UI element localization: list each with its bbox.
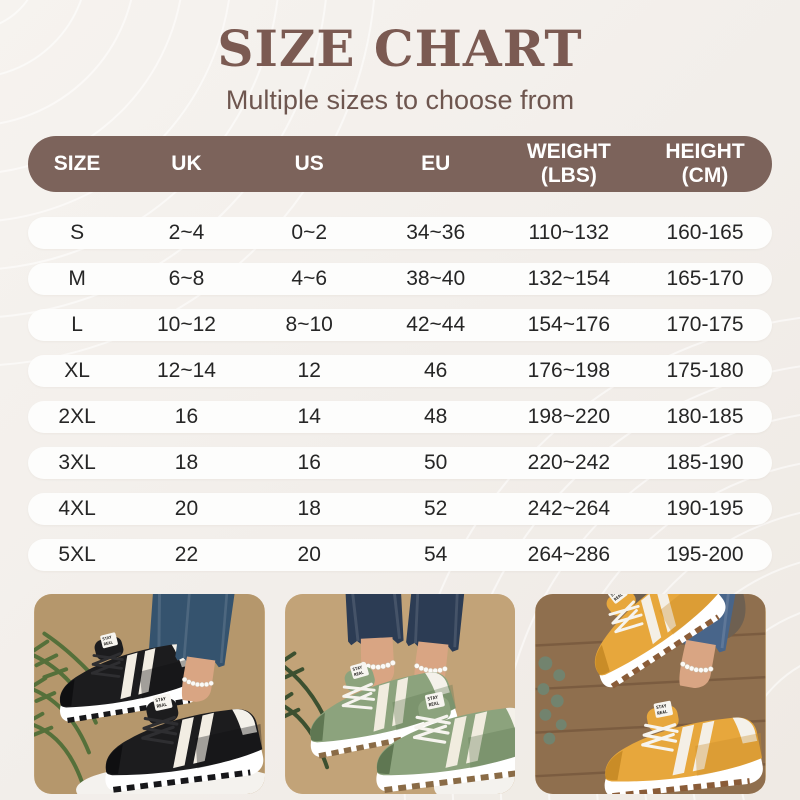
size-table-rows: S 2~4 0~2 34~36 110~132 160-165 M 6~8 4~…: [28, 216, 772, 571]
size-table-header: SIZE UK US EU WEIGHT (LBS): [28, 135, 772, 192]
product-photo-black-sneakers: [34, 593, 265, 794]
column-header-uk: UK: [171, 151, 202, 175]
product-photo-green-sneakers: [284, 593, 516, 794]
table-row-3xl: 3XL 18 16 50 220~242 185-190: [28, 446, 772, 479]
page-title: SIZE CHART: [217, 19, 583, 78]
table-row-s: S 2~4 0~2 34~36 110~132 160-165: [28, 216, 772, 249]
table-row-l: L 10~12 8~10 42~44 154~176 170-175: [28, 308, 772, 341]
table-row-m: M 6~8 4~6 38~40 132~154 165-170: [28, 262, 772, 295]
column-header-size: SIZE: [53, 151, 101, 175]
table-row-4xl: 4XL 20 18 52 242~264 190-195: [28, 492, 772, 525]
column-header-eu: EU: [421, 151, 451, 175]
column-header-height: HEIGHT (CM): [665, 140, 745, 187]
column-header-us: US: [294, 151, 324, 175]
table-row-5xl: 5XL 22 20 54 264~286 195-200: [28, 538, 772, 571]
table-row-2xl: 2XL 16 14 48 198~220 180-185: [28, 400, 772, 433]
column-header-weight: WEIGHT (LBS): [526, 140, 611, 187]
product-photo-yellow-sneakers: [535, 593, 767, 794]
table-row-xl: XL 12~14 12 46 176~198 175-180: [28, 354, 772, 387]
page-subtitle: Multiple sizes to choose from: [225, 85, 575, 115]
product-photos: [0, 571, 800, 794]
size-table: SIZE UK US EU WEIGHT (LBS): [28, 135, 772, 571]
